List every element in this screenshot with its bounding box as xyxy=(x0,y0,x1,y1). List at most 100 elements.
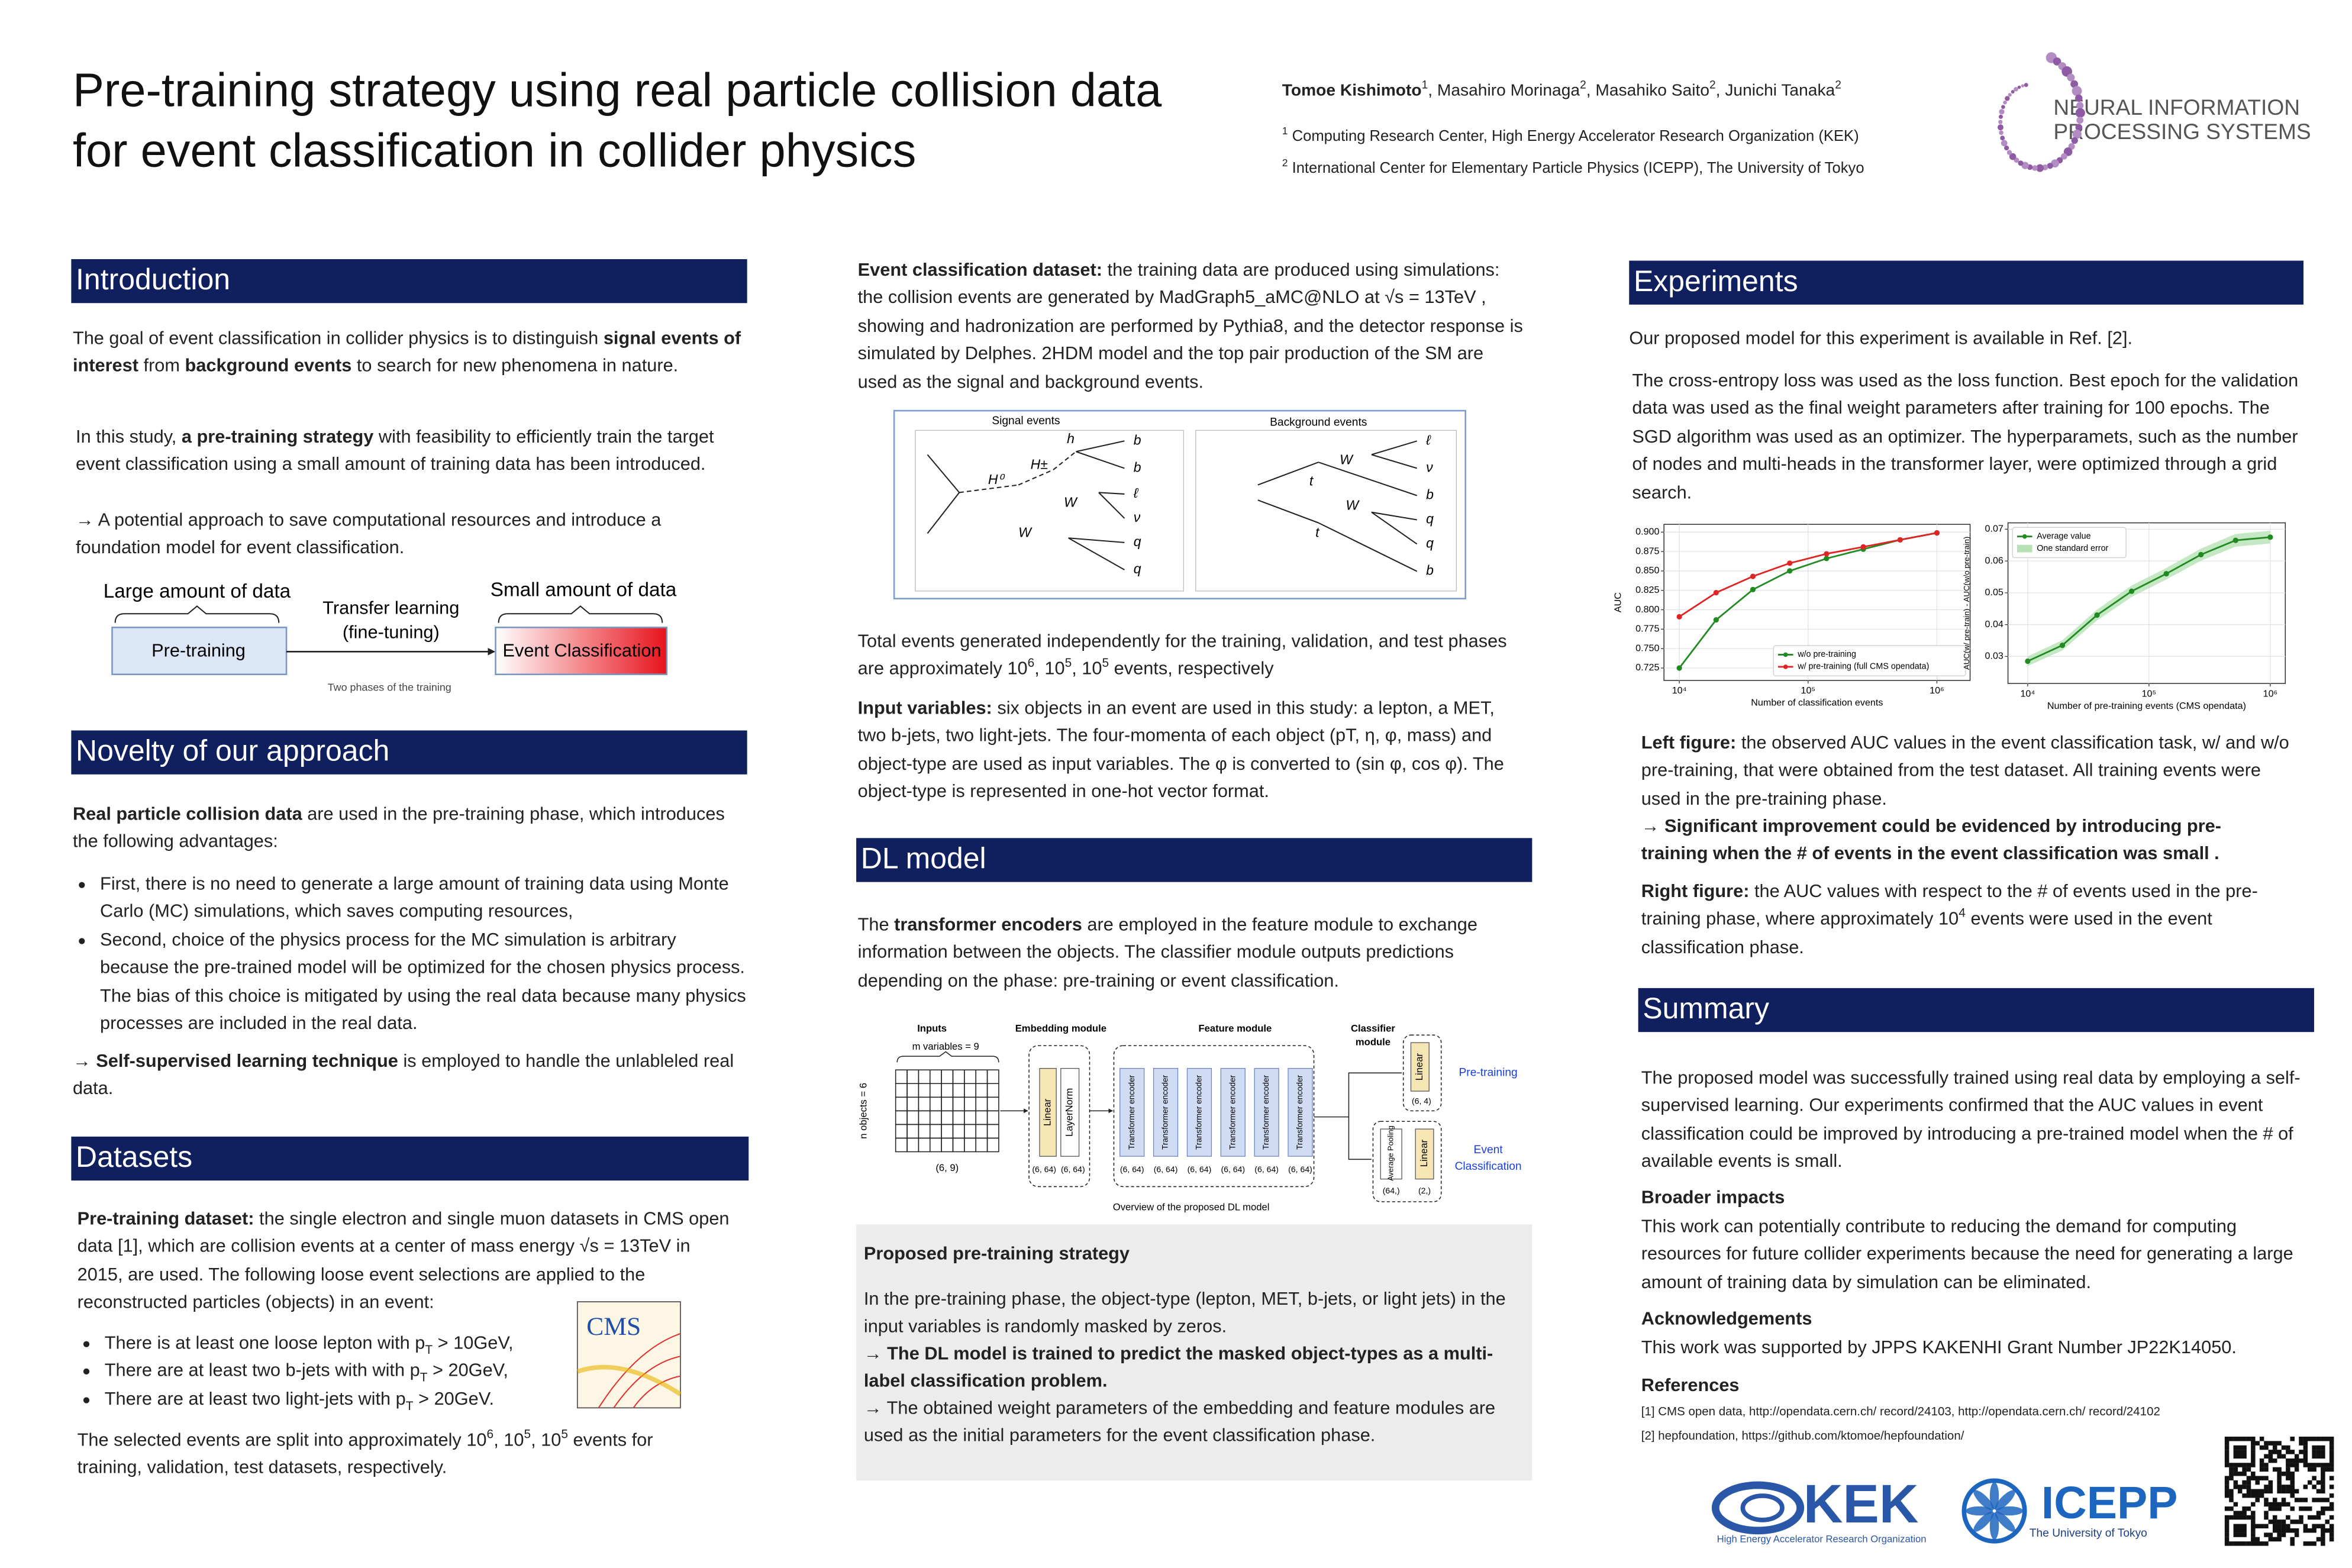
qr-module xyxy=(2259,1463,2264,1467)
rect xyxy=(111,627,288,676)
qr-module xyxy=(2255,1493,2260,1498)
grid-cell xyxy=(986,1096,999,1112)
qr-module xyxy=(2307,1467,2312,1472)
qr-module xyxy=(2307,1528,2312,1533)
logo-dot xyxy=(1998,114,2003,119)
logo-dot xyxy=(2047,163,2053,169)
qr-module xyxy=(2316,1463,2321,1467)
label: (6, 4) xyxy=(1412,1096,1431,1106)
sup-text: 2 xyxy=(1709,78,1716,92)
qr-module xyxy=(2303,1437,2308,1441)
qr-module xyxy=(2229,1489,2234,1494)
qr-module xyxy=(2277,1524,2282,1529)
paragraph: Event classification dataset: the traini… xyxy=(858,256,1525,396)
y-axis-label: AUC(w/ pre-train) - AUC(w/o pre-train) xyxy=(1962,537,1971,670)
x-axis-label: Number of classification events xyxy=(1751,698,1883,708)
qr-module xyxy=(2277,1450,2282,1454)
grid-cell xyxy=(986,1110,999,1125)
qr-module xyxy=(2246,1463,2251,1467)
qr-module xyxy=(2329,1493,2334,1498)
section-heading: Experiments xyxy=(1629,260,2304,305)
qr-module xyxy=(2237,1450,2243,1454)
logo-text: NEURAL INFORMATION xyxy=(2053,95,2300,120)
qr-module xyxy=(2321,1437,2325,1441)
encoder-box xyxy=(1254,1068,1279,1157)
qr-module xyxy=(2329,1467,2334,1472)
rect xyxy=(1402,1034,1442,1112)
qr-module xyxy=(2268,1537,2273,1542)
qr-module xyxy=(2312,1463,2316,1467)
section-heading: Summary xyxy=(1638,988,2314,1033)
qr-module xyxy=(2259,1524,2264,1529)
qr-module xyxy=(2277,1472,2282,1476)
qr-module xyxy=(2242,1515,2247,1520)
rect xyxy=(1060,1068,1080,1157)
logo-dot xyxy=(2001,105,2005,109)
qr-module xyxy=(2229,1541,2234,1546)
qr-module xyxy=(2316,1445,2321,1450)
qr-module xyxy=(2307,1463,2312,1467)
grid-cell xyxy=(929,1137,942,1153)
qr-module xyxy=(2268,1480,2273,1485)
bullet-list: First, there is no need to generate a la… xyxy=(73,870,747,1037)
grid-cell xyxy=(918,1069,931,1085)
qr-module xyxy=(2259,1493,2264,1498)
qr-module xyxy=(2329,1524,2334,1529)
label: W xyxy=(1064,494,1078,509)
qr-module xyxy=(2237,1532,2243,1537)
qr-module xyxy=(2272,1450,2277,1454)
sup-text: 5 xyxy=(524,1427,531,1441)
qr-module xyxy=(2224,1528,2230,1533)
label: q xyxy=(1426,535,1434,551)
logo-dot xyxy=(2070,80,2079,88)
sup-text: 5 xyxy=(561,1427,569,1441)
logo-dot xyxy=(2076,102,2084,109)
text-run: , 10 xyxy=(1034,658,1065,680)
label: ν xyxy=(1134,509,1141,525)
title: Pre-training strategy using real particl… xyxy=(73,60,1162,182)
y-tick-label: 0.875 xyxy=(1635,546,1659,556)
logo-petal xyxy=(1995,1490,2015,1511)
qr-module xyxy=(2246,1437,2251,1441)
qr-module xyxy=(2229,1472,2234,1476)
qr-module xyxy=(2290,1489,2295,1494)
qr-module xyxy=(2281,1489,2286,1494)
qr-module xyxy=(2290,1506,2295,1511)
grid-cell xyxy=(941,1137,954,1153)
qr-module xyxy=(2251,1437,2256,1441)
qr-module xyxy=(2224,1524,2230,1529)
qr-module xyxy=(2268,1506,2273,1511)
rect xyxy=(915,430,1184,592)
path xyxy=(498,605,663,623)
qr-module xyxy=(2294,1454,2299,1459)
box-title: Proposed pre-training strategy xyxy=(863,1243,1130,1264)
y-axis-label: AUC xyxy=(1613,592,1624,612)
logo-dot xyxy=(2067,73,2075,82)
sup-text: 1 xyxy=(1421,78,1428,92)
text-run: the observed AUC values in the event cla… xyxy=(1641,732,2289,809)
rect xyxy=(1415,1128,1434,1180)
qr-module xyxy=(2329,1437,2334,1441)
sub-text: T xyxy=(420,1371,428,1385)
logo-dot xyxy=(2006,150,2012,155)
dl-diagram: Inputs m variables = 9 n objects = 6 (6,… xyxy=(857,1022,1521,1212)
shape-label: (6, 64) xyxy=(1221,1164,1245,1174)
label: W xyxy=(1346,498,1360,513)
qr-module xyxy=(2264,1515,2269,1520)
qr-module xyxy=(2316,1537,2321,1542)
qr-module xyxy=(2325,1498,2330,1502)
data-point xyxy=(1897,537,1903,543)
affiliations: 1 Computing Research Center, High Energy… xyxy=(1282,121,1864,185)
grid-cell xyxy=(975,1124,988,1139)
x-tick-label: 10⁶ xyxy=(1930,685,1944,696)
y-tick-label: 0.750 xyxy=(1635,643,1659,653)
grid-cell xyxy=(895,1069,908,1085)
qr-module xyxy=(2233,1532,2238,1537)
label: h xyxy=(1067,431,1075,446)
qr-module xyxy=(2237,1463,2243,1467)
qr-module xyxy=(2268,1458,2273,1463)
logo-dot xyxy=(2061,153,2067,160)
qr-module xyxy=(2255,1537,2260,1542)
paragraph: The transformer encoders are employed in… xyxy=(858,911,1525,994)
encoder-label: Transformer encoder xyxy=(1161,1075,1170,1150)
